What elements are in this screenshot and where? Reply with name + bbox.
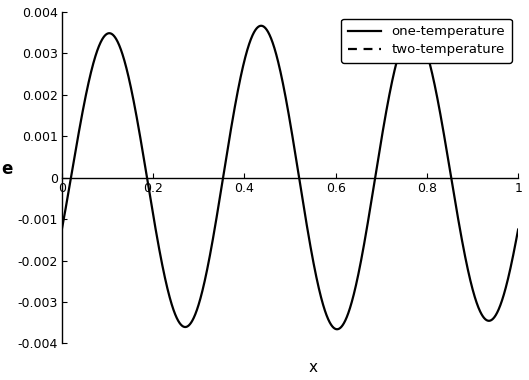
Legend: one-temperature, two-temperature: one-temperature, two-temperature bbox=[341, 19, 512, 63]
X-axis label: x: x bbox=[308, 360, 317, 375]
Y-axis label: e: e bbox=[2, 160, 13, 178]
